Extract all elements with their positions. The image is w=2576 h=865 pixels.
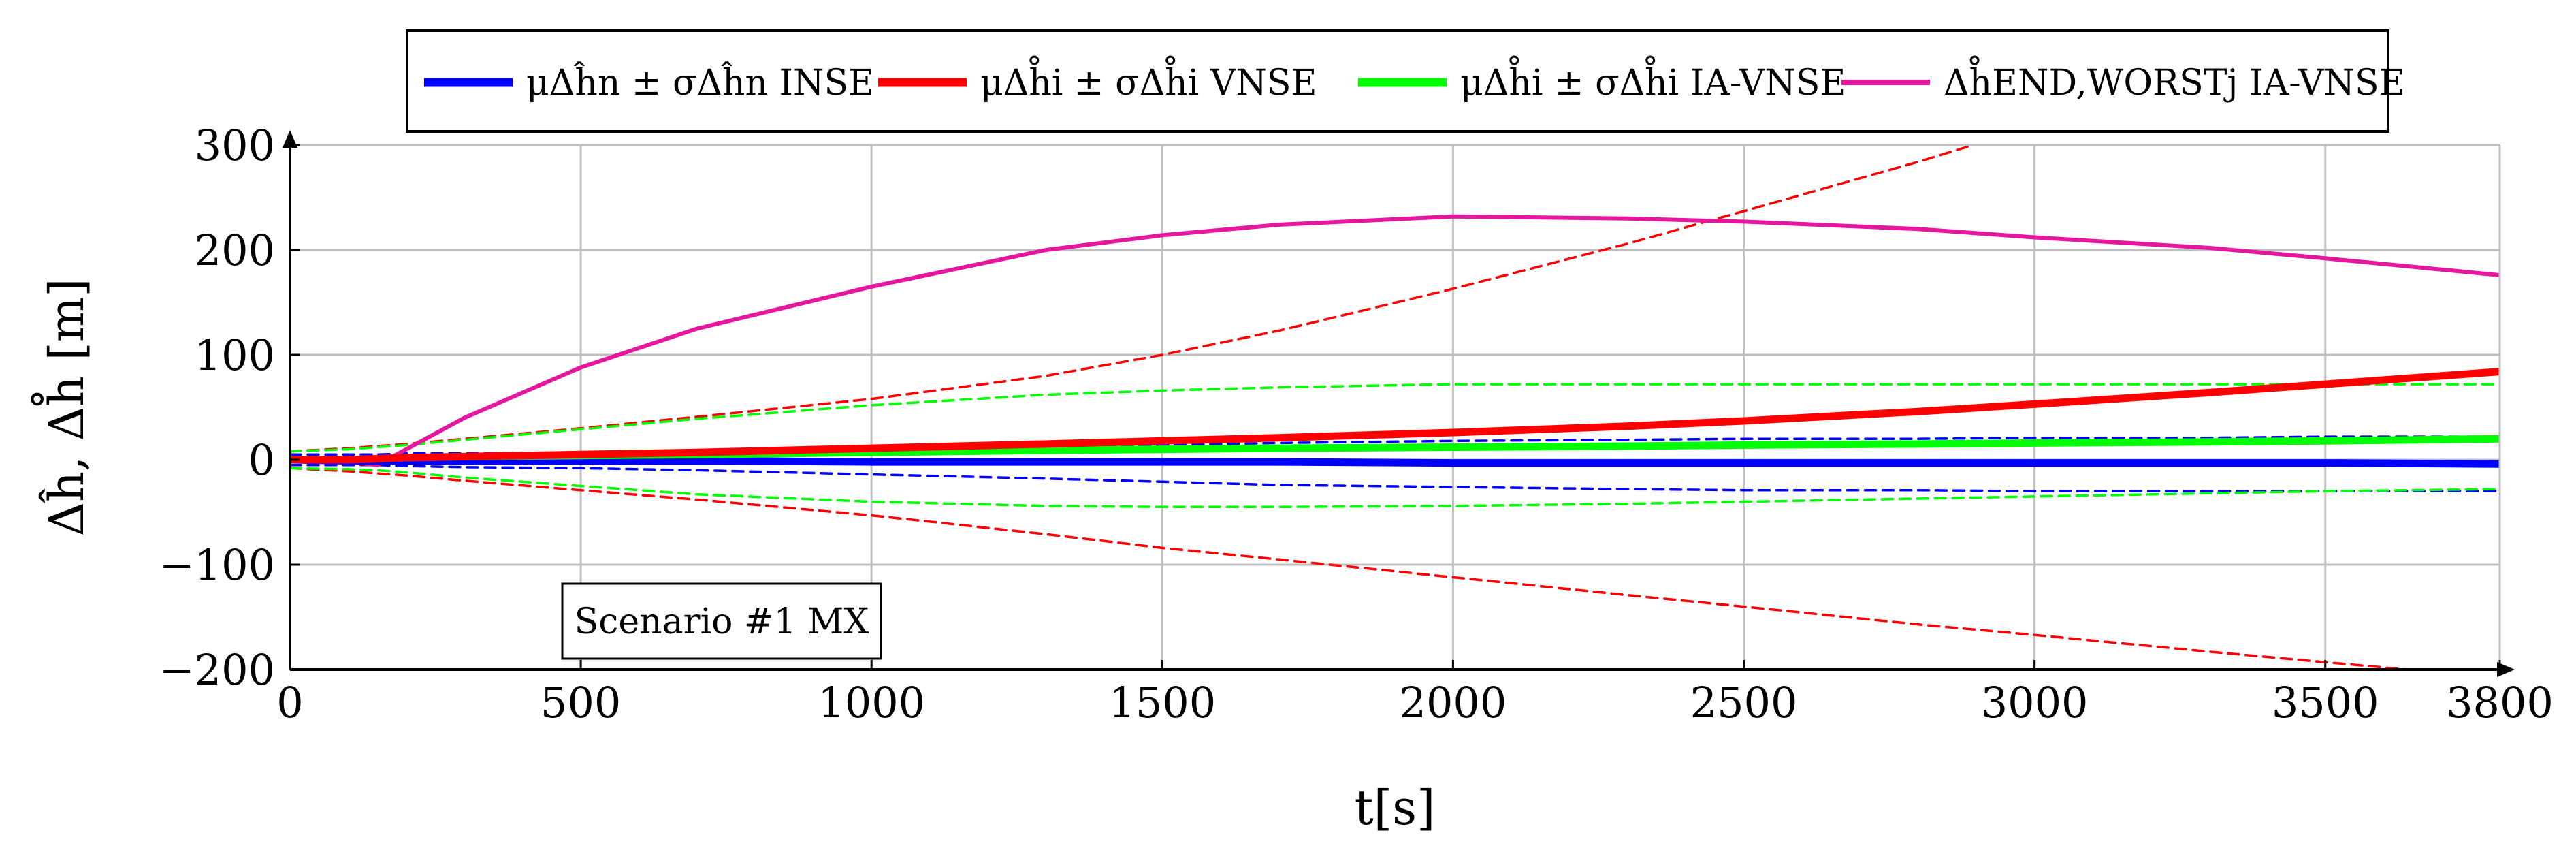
series-line-inse-mean (290, 456, 2500, 468)
y-tick-label: −200 (159, 645, 275, 695)
annotation-text: Scenario #1 MX (575, 601, 869, 642)
x-tick-label: 3800 (2446, 678, 2554, 727)
x-tick-label: 3500 (2272, 678, 2379, 727)
x-axis-arrow (2497, 662, 2515, 677)
x-tick-label: 2500 (1690, 678, 1798, 727)
x-tick-label: 1500 (1108, 678, 1216, 727)
series-line-ia-vnse-sigma (290, 383, 2500, 453)
axes (283, 130, 2515, 677)
y-tick-label: 100 (195, 330, 275, 380)
legend-label: μΔh̊i ± σΔh̊i VNSE (980, 56, 1317, 104)
series-line-ia-vnse-worst (290, 214, 2500, 467)
y-tick-label: 200 (195, 225, 275, 275)
legend-label: μΔh̊i ± σΔh̊i IA-VNSE (1460, 56, 1846, 104)
series-line-ia-vnse-sigma (290, 467, 2500, 509)
x-tick-label: 500 (541, 678, 621, 727)
y-tick-label: 0 (248, 435, 275, 485)
series-line-inse-sigma (290, 435, 2500, 456)
y-tick-label: 300 (195, 121, 275, 170)
legend-label: μΔĥn ± σΔĥn INSE (526, 61, 874, 104)
x-tick-label: 1000 (818, 678, 925, 727)
legend: μΔĥn ± σΔĥn INSE μΔh̊i ± σΔh̊i VNSE μΔh̊i … (406, 29, 2405, 133)
series-line-vnse-sigma (290, 467, 2421, 670)
legend-label: Δh̊END,WORSTj IA-VNSE (1944, 56, 2405, 104)
x-tick-label: 0 (276, 678, 303, 727)
x-tick-label: 3000 (1981, 678, 2089, 727)
tick-labels: 0 500 1000 1500 2000 2500 3000 3500 3800−200−100… (159, 121, 2554, 727)
y-tick-label: −100 (159, 540, 275, 590)
series-line-inse-sigma (290, 463, 2500, 492)
x-axis-title: t[s] (1355, 780, 1436, 836)
series-line-vnse-mean (290, 368, 2500, 464)
legend-entries: μΔĥn ± σΔĥn INSE μΔh̊i ± σΔh̊i VNSE μΔh̊i … (424, 56, 2405, 104)
annotation-box: Scenario #1 MX (561, 582, 882, 660)
series-layer (290, 145, 2500, 670)
y-axis-title: Δĥ, Δh̊ [m] (31, 278, 95, 536)
x-tick-label: 2000 (1400, 678, 1507, 727)
y-axis-arrow (283, 130, 297, 148)
